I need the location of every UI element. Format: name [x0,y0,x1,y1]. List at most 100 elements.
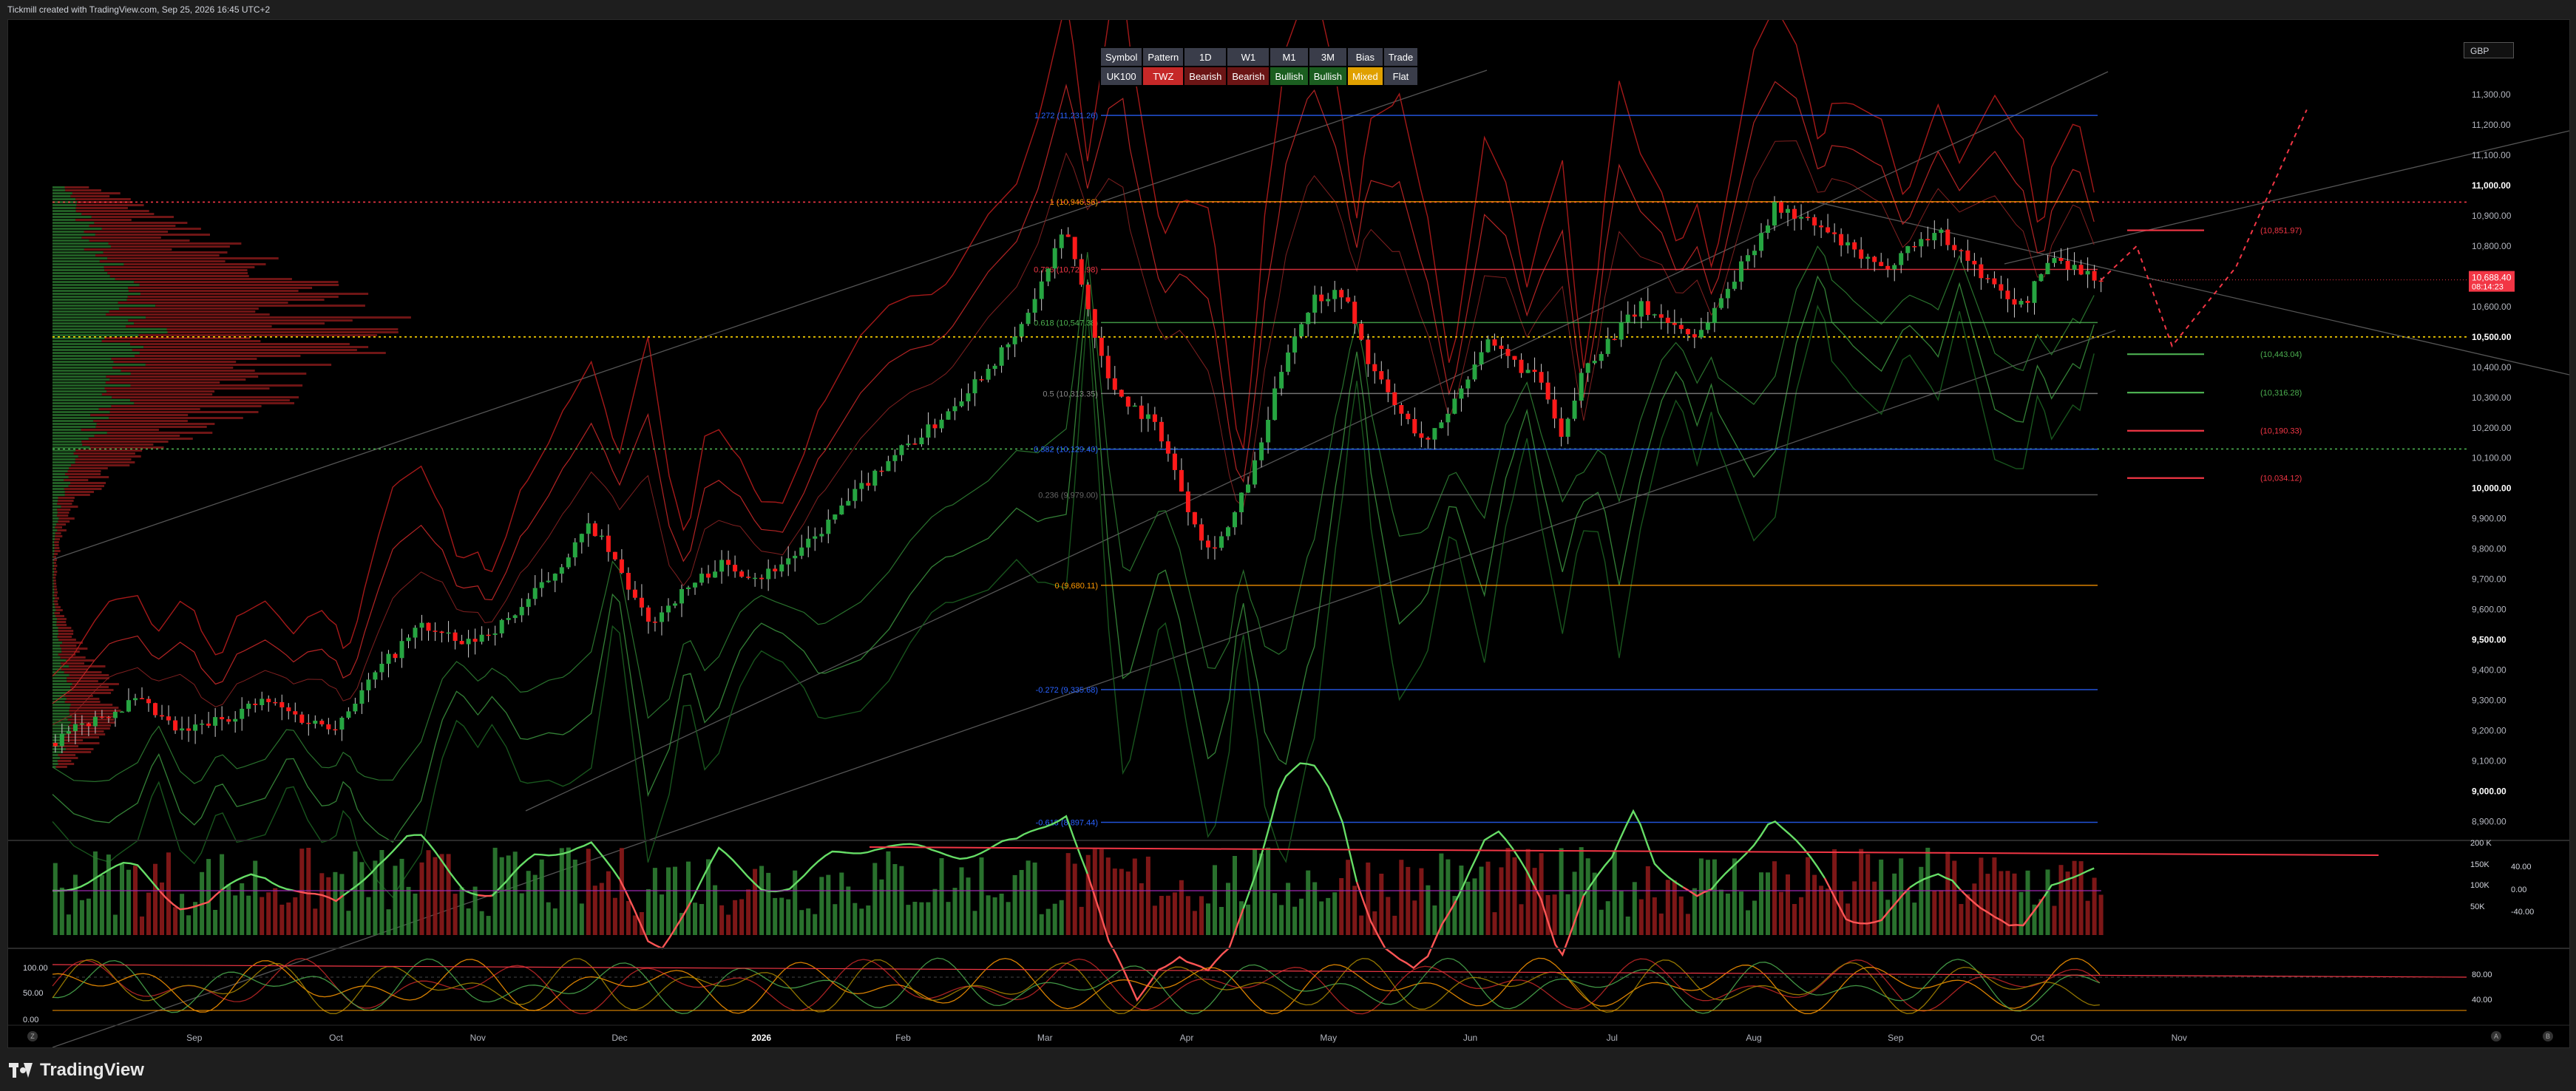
tradingview-logo[interactable]: TradingView [9,1060,144,1081]
candle-up [1266,420,1271,443]
volume-bar-down [286,903,291,935]
candle-up [693,582,697,588]
signal-header-cell: M1 [1269,47,1309,67]
profile-bar-down [57,511,70,514]
volume-bar-down [1172,892,1177,935]
volume-bar-down [1678,896,1684,935]
profile-bar-up [52,597,55,599]
profile-bar-up [52,550,55,552]
candle-up [1465,379,1471,389]
fib-label: 0.236 (9,979.00) [1038,491,1098,500]
volume-bar-down [1505,848,1511,935]
profile-bar-up [52,355,135,357]
profile-bar-up [52,251,104,254]
profile-bar-up [52,721,71,724]
profile-bar-down [75,461,135,463]
auto-scale-button[interactable]: A [2491,1031,2501,1041]
candle-up [1059,234,1064,248]
profile-bar-up [52,704,71,706]
profile-bar-up [52,334,139,336]
profile-bar-down [69,674,109,676]
profile-bar-down [60,757,78,759]
profile-bar-down [64,701,101,703]
candle-up [806,538,811,548]
candle-down [426,622,431,631]
chart-area[interactable]: 1.272 (11,231.26) 1 (10,946.56) 0.786 (10,… [7,0,2570,1048]
candle-down [1545,382,1550,400]
profile-bar-up [52,387,105,390]
volume-bar-up [366,897,371,935]
candle-up [1739,261,1743,282]
profile-bar-down [53,562,56,564]
candle-up [1652,314,1657,316]
candle-down [1539,372,1544,383]
profile-bar-down [75,449,143,452]
volume-bar-up [353,851,358,935]
price-chart[interactable]: 1.272 (11,231.26) 1 (10,946.56) 0.786 (10,… [8,0,2570,1048]
settings-button[interactable]: B [2543,1031,2553,1041]
volume-bar-down [1859,849,1864,935]
profile-bar-up [52,402,135,404]
profile-bar-up [52,713,70,715]
time-tick-label: Mar [1037,1033,1053,1043]
volume-bar-down [1665,880,1670,935]
profile-bar-down [64,488,102,490]
volume-bar-up [526,871,531,935]
candle-down [253,704,258,705]
goto-date-button[interactable]: Z [27,1031,38,1041]
candle-up [566,557,571,568]
candle-down [1359,323,1364,340]
volume-bar-down [626,900,631,935]
candle-down [1079,259,1084,285]
volume-bar-up [1459,866,1464,935]
volume-bar-down [1159,896,1164,935]
volume-bar-up [819,877,824,935]
candle-up [972,379,977,394]
profile-bar-up [52,349,132,351]
candle-down [1952,245,1957,251]
volume-bar-up [779,897,784,935]
candle-down [1499,345,1504,349]
volume-bar-up [1746,910,1750,935]
volume-bar-down [1079,906,1084,935]
profile-bar-down [106,313,270,316]
profile-bar-down [134,322,325,324]
profile-bar-up [52,677,67,679]
volume-bar-down [1979,857,1984,935]
volume-bar-up [859,908,864,935]
volume-bar-down [2012,873,2017,935]
candle-down [1665,317,1670,323]
profile-bar-up [52,361,114,363]
target-label: (10,034.12) [2260,475,2302,483]
profile-bar-up [52,411,110,413]
volume-bar-up [1292,906,1298,935]
candle-up [2032,281,2037,303]
profile-bar-down [61,506,78,508]
volume-bar-up [539,859,544,935]
volume-bar-up [72,874,78,935]
profile-bar-up [52,606,55,608]
candle-down [1979,264,1984,279]
volume-bar-down [1139,883,1144,935]
volume-bar-up [2025,870,2030,935]
volume-bar-down [1346,860,1351,935]
profile-bar-down [54,588,58,591]
volume-bar-up [1026,860,1031,935]
volume-bar-up [99,875,104,935]
profile-bar-up [52,603,55,605]
currency-selector[interactable]: GBP [2464,42,2514,58]
volume-bar-up [1612,850,1617,935]
envelope-band-2 [52,140,2095,725]
volume-bar-up [846,886,851,935]
profile-bar-up [52,648,61,650]
signal-value-cell: TWZ [1142,66,1185,86]
profile-bar-up [52,399,131,401]
volume-bar-up [213,910,218,935]
candle-down [1832,232,1837,234]
candle-up [1718,298,1723,308]
candle-up [899,445,904,455]
candle-down [1852,242,1857,250]
profile-bar-down [67,680,98,682]
volume-bar-up [693,903,697,935]
candle-up [379,664,384,673]
